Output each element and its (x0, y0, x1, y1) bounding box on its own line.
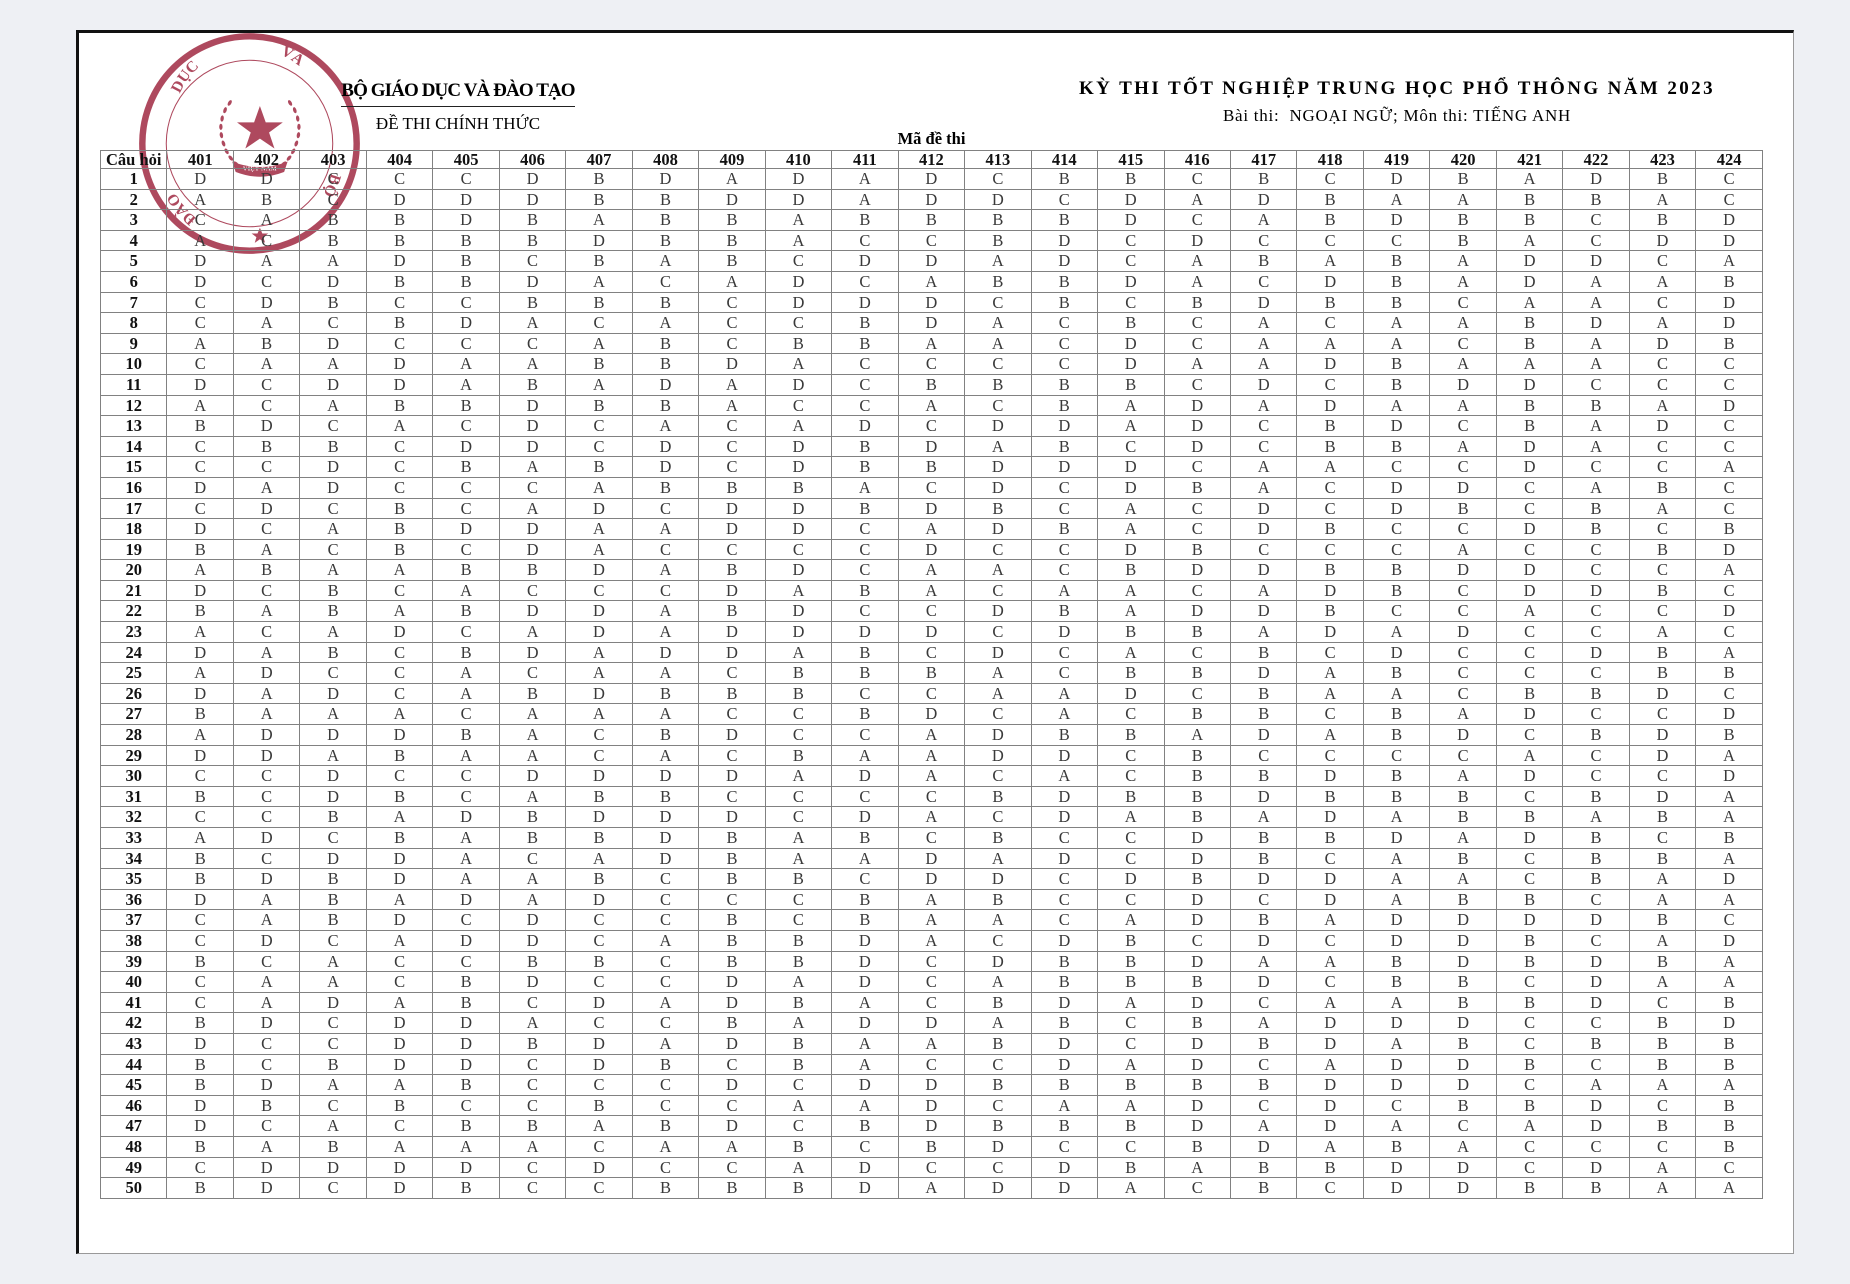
svg-text:DỤC: DỤC (168, 57, 202, 95)
svg-text:VÀ: VÀ (278, 43, 307, 70)
